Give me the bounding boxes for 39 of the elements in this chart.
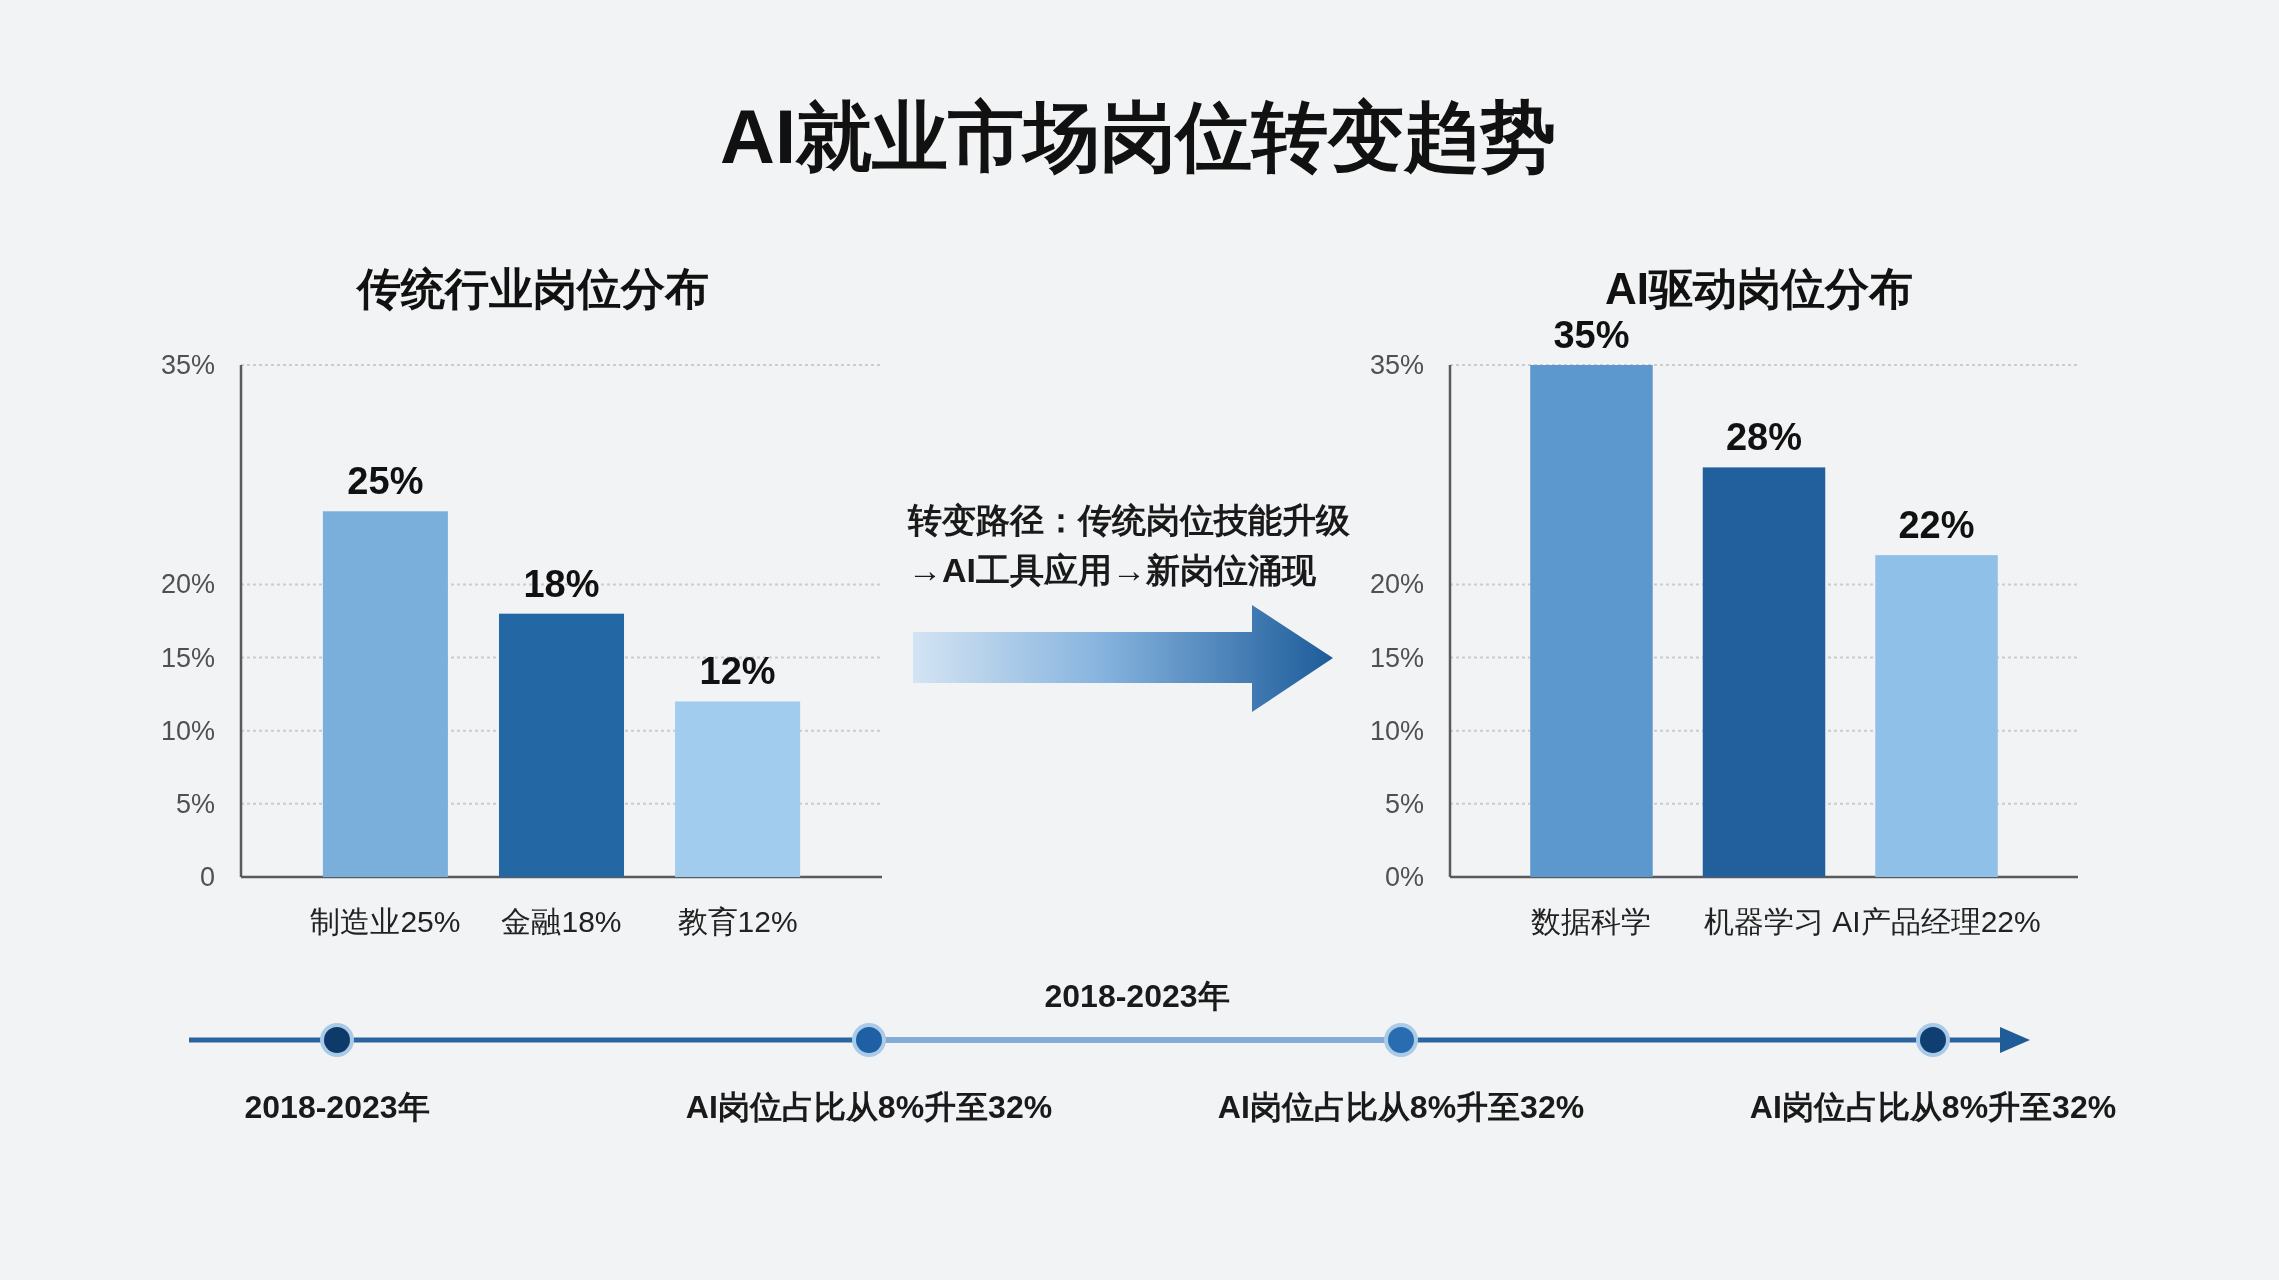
y-tick-label: 10% [160,715,215,746]
y-tick-label: 10% [1369,715,1424,746]
data-label: 12% [699,650,776,693]
y-tick-label: 15% [1369,642,1424,673]
x-tick-label: 金融18% [501,904,622,938]
text: 2018-2023年 [244,1089,430,1125]
bar [498,613,625,877]
bar [1875,555,1998,877]
data-label: 25% [347,460,424,503]
y-tick-label: 35% [160,350,215,380]
bar [1702,467,1826,877]
data-label: 28% [1725,416,1803,459]
data-label: 18% [523,562,600,605]
x-tick-label: 数据科学 [1531,904,1652,938]
bar [322,511,448,877]
text: AI岗位占比从8%升至32% [1217,1089,1585,1125]
chart-title: 传统行业岗位分布 [355,263,709,313]
y-tick-label: 0 [199,862,215,892]
bar [1530,365,1653,877]
y-tick-label: 0% [1384,862,1424,892]
y-tick-label: 15% [160,642,215,673]
text: AI岗位占比从8%升至32% [685,1089,1053,1125]
x-tick-label: AI产品经理22% [1832,904,2041,938]
text: 转变路径：传统岗位技能升级→AI工具应用→新岗位涌现 [907,501,1351,589]
text: AI就业市场岗位转变趋势 [720,93,1556,179]
x-tick-label: 教育12% [677,904,798,938]
x-tick-label: 制造业25% [310,904,461,938]
y-tick-label: 35% [1369,350,1424,380]
data-label: 35% [1553,314,1630,356]
x-tick-label: 机器学习 [1704,904,1824,938]
text: AI岗位占比从8%升至32% [1749,1089,2117,1125]
chart-title: AI驱动岗位分布 [1605,263,1913,313]
bar [675,701,801,877]
y-tick-label: 20% [160,569,215,600]
y-tick-label: 5% [175,788,215,819]
data-label: 22% [1898,504,1975,547]
y-tick-label: 20% [1369,569,1424,600]
text: 2018-2023年 [1044,978,1230,1014]
y-tick-label: 5% [1384,788,1424,819]
